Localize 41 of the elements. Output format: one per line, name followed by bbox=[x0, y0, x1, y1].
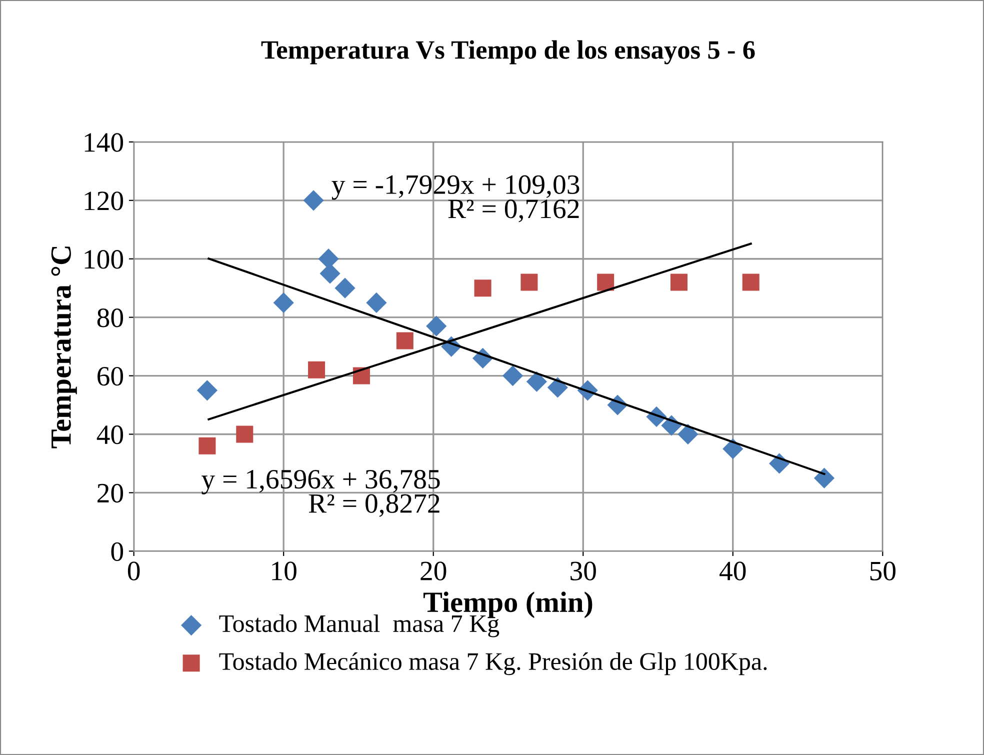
x-tick-label: 20 bbox=[420, 562, 446, 580]
point bbox=[597, 274, 614, 291]
point bbox=[502, 365, 524, 386]
point bbox=[198, 437, 216, 454]
point bbox=[670, 274, 688, 291]
point bbox=[196, 380, 218, 401]
x-tick-label: 10 bbox=[272, 562, 296, 580]
annotation: y = -1,7929x + 109,03 R² = 0,7162 bbox=[332, 175, 580, 222]
point bbox=[678, 424, 698, 445]
y-tick-label: 20 bbox=[98, 484, 124, 503]
y-tick-label: 40 bbox=[96, 425, 124, 444]
y-tick-label: 140 bbox=[84, 133, 124, 152]
point bbox=[722, 438, 744, 460]
y-tick-label: 100 bbox=[84, 250, 124, 269]
legend-label: Tostado Mecánico masa 7 Kg. Presión de Glp 100Kpa. bbox=[219, 652, 767, 676]
point bbox=[526, 371, 547, 392]
point bbox=[273, 292, 294, 313]
point bbox=[320, 263, 340, 284]
x-tick-label: 0 bbox=[128, 562, 140, 580]
point bbox=[303, 190, 324, 211]
x-tick-label: 50 bbox=[870, 562, 896, 580]
point bbox=[547, 377, 568, 398]
point bbox=[396, 332, 414, 350]
point bbox=[426, 316, 447, 336]
chart-title: Temperatura Vs Tiempo de los ensayos 5 - 6 bbox=[261, 40, 755, 64]
y-tick-label: 120 bbox=[84, 192, 124, 210]
point bbox=[474, 280, 492, 297]
point bbox=[520, 274, 538, 291]
y-axis-title: Temperatura °C bbox=[51, 246, 77, 448]
y-tick-label: 60 bbox=[98, 366, 124, 386]
point bbox=[814, 468, 835, 488]
x-tick-label: 30 bbox=[570, 562, 596, 580]
point bbox=[742, 274, 760, 291]
point bbox=[334, 278, 356, 298]
y-tick-label: 0 bbox=[111, 542, 124, 562]
y-tick-label: 80 bbox=[97, 308, 124, 328]
point bbox=[366, 292, 387, 313]
point bbox=[308, 361, 326, 378]
point bbox=[236, 426, 254, 443]
annotation: y = 1,6596x + 36,785 R² = 0,8272 bbox=[202, 470, 440, 517]
x-tick-label: 40 bbox=[720, 562, 746, 580]
